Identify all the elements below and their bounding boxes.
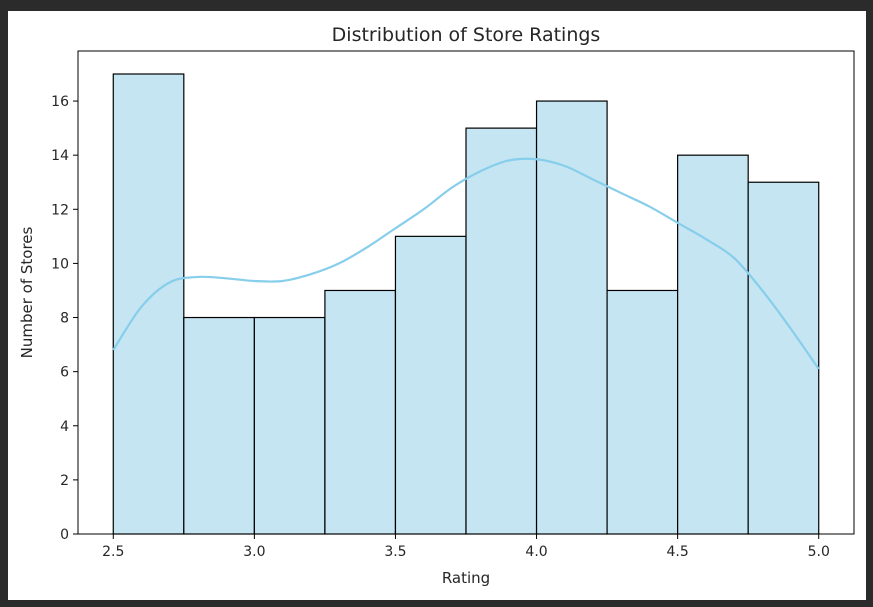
histogram-bar-9 xyxy=(677,154,749,535)
y-axis-ticks: 0 2 4 6 8 10 12 14 16 xyxy=(51,94,78,543)
kde-curve xyxy=(112,157,820,370)
y-tick-label: 4 xyxy=(60,419,69,435)
x-tick-label: 3.0 xyxy=(243,544,265,560)
y-tick-label: 14 xyxy=(51,148,69,164)
y-tick-label: 8 xyxy=(60,311,69,327)
histogram-bar-1 xyxy=(112,73,185,535)
chart-title: Distribution of Store Ratings xyxy=(332,24,601,46)
x-tick-label: 4.0 xyxy=(525,544,547,560)
histogram-bar-8 xyxy=(606,289,679,535)
histogram-bar-10 xyxy=(747,181,820,535)
x-tick-label: 2.5 xyxy=(102,544,124,560)
y-tick-label: 12 xyxy=(51,202,69,218)
histogram-bar-6 xyxy=(465,127,538,535)
y-tick-label: 6 xyxy=(60,365,69,381)
x-tick-label: 3.5 xyxy=(384,544,406,560)
bars-group xyxy=(112,73,820,535)
y-axis-label: Number of Stores xyxy=(18,226,36,358)
x-tick-label: 4.5 xyxy=(667,544,689,560)
plot-area-frame xyxy=(77,50,855,535)
y-tick-label: 16 xyxy=(51,94,69,110)
histogram-bar-5 xyxy=(394,235,467,535)
x-axis-label: Rating xyxy=(442,569,490,587)
y-tick-label: 2 xyxy=(60,473,69,489)
x-axis-ticks: 2.5 3.0 3.5 4.0 4.5 5.0 xyxy=(102,534,830,560)
figure: 2.5 3.0 3.5 4.0 4.5 5.0 0 2 4 6 8 10 12 14 16 Distrib… xyxy=(8,11,866,600)
histogram-bar-3 xyxy=(253,316,326,535)
x-tick-label: 5.0 xyxy=(808,544,830,560)
histogram-chart: 2.5 3.0 3.5 4.0 4.5 5.0 0 2 4 6 8 10 12 14 16 Distrib… xyxy=(18,24,855,587)
histogram-bar-2 xyxy=(183,316,255,535)
y-tick-label: 10 xyxy=(51,256,69,272)
histogram-bar-4 xyxy=(324,289,397,535)
histogram-bar-7 xyxy=(535,100,608,535)
y-tick-label: 0 xyxy=(60,527,69,543)
